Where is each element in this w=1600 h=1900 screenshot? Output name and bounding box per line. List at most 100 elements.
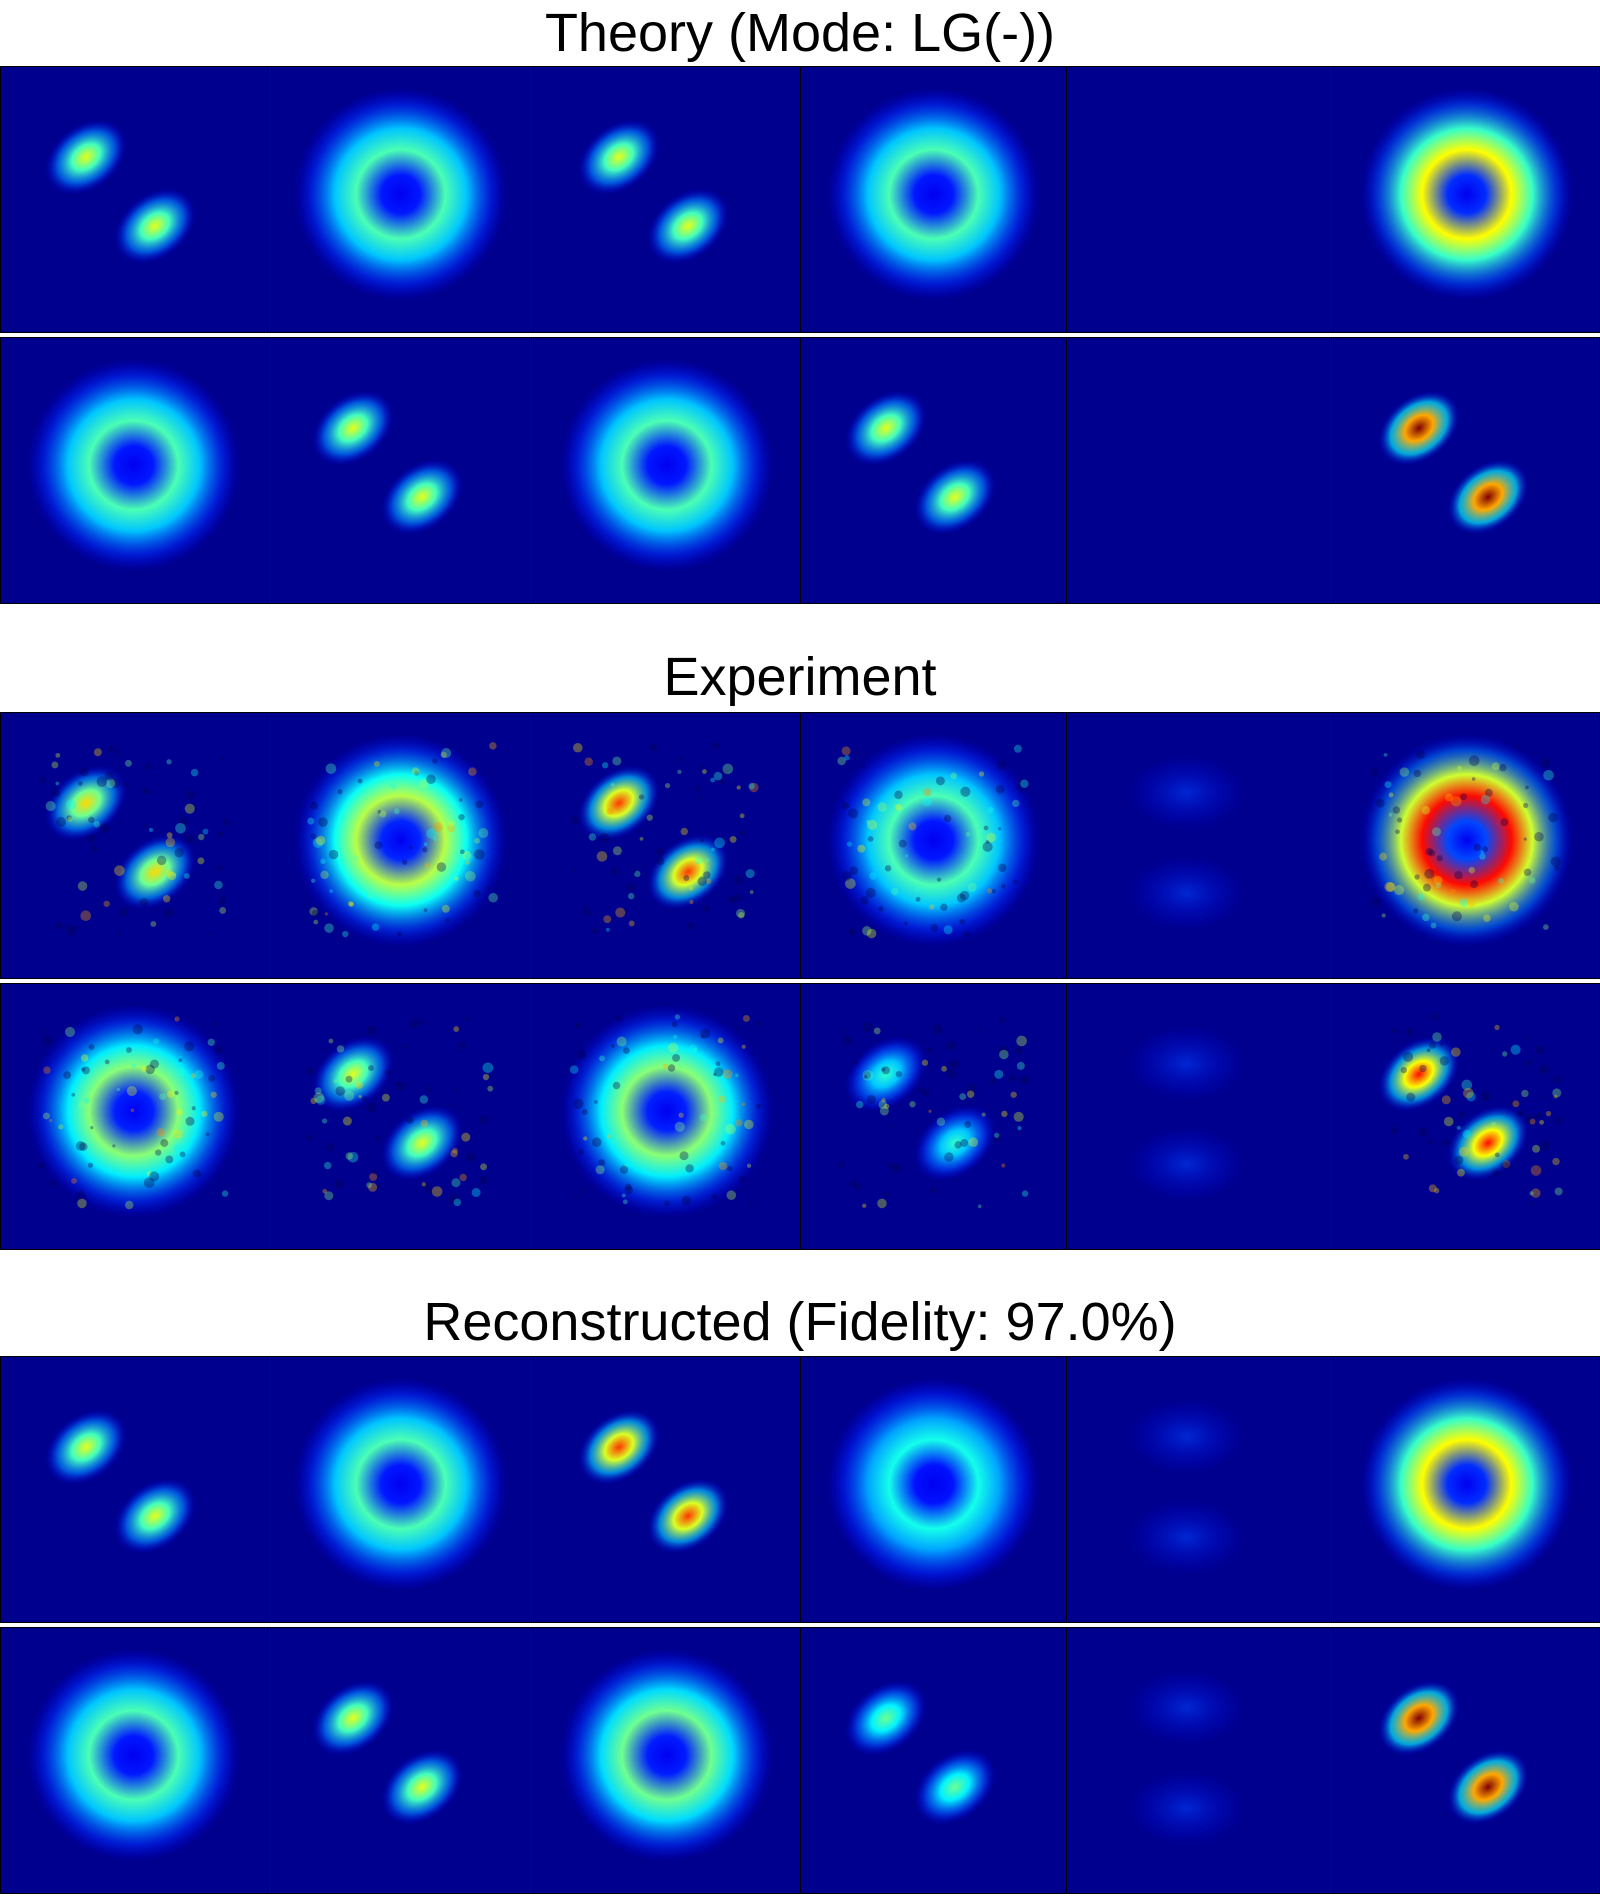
intensity-lobe-2 (647, 834, 729, 910)
reconstructed-row-1-panel-2 (267, 1357, 534, 1622)
faint-lobe-1 (1128, 1399, 1245, 1474)
intensity-ring (27, 359, 240, 572)
theory-row-1-panel-1 (1, 67, 268, 332)
intensity-lobe-1 (45, 1409, 127, 1485)
reconstructed-row-1-panel-4 (800, 1357, 1067, 1622)
experiment-row-2-panel-4-image (800, 984, 1066, 1249)
speckle-noise (570, 741, 759, 935)
theory-row-1-panel-3 (534, 67, 801, 332)
intensity-ring (294, 1378, 507, 1591)
speckle-noise (837, 1017, 1029, 1209)
reconstructed-title: Reconstructed (Fidelity: 97.0%) (423, 1292, 1177, 1352)
experiment-title: Experiment (663, 647, 937, 707)
intensity-lobe-2 (1446, 1749, 1529, 1825)
experiment-row-1-panel-2 (267, 713, 534, 978)
intensity-lobe-1 (45, 119, 127, 195)
experiment-row-1-panel-2-image (267, 713, 533, 978)
theory-row-1-panel-2 (267, 67, 534, 332)
speckle-noise (39, 745, 230, 937)
reconstructed-row-2-panel-1 (1, 1628, 268, 1893)
reconstructed-row-2-panel-6 (1333, 1628, 1599, 1893)
faint-lobe-2 (1128, 1127, 1245, 1202)
reconstructed-row-2-panel-2 (267, 1628, 534, 1893)
panel-background (1067, 984, 1333, 1249)
experiment-row-2-panel-3-image (534, 984, 800, 1249)
reconstructed-row-2 (0, 1627, 1600, 1894)
speckle-noise (569, 1014, 763, 1207)
theory-row-2-panel-3 (534, 338, 801, 603)
theory-row-2-panel-1 (1, 338, 268, 603)
panel-background (1, 713, 267, 978)
intensity-ring (1360, 734, 1573, 947)
intensity-lobe-2 (380, 459, 463, 535)
speckle-noise (1370, 745, 1561, 931)
experiment-row-1-panel-4-image (800, 713, 1066, 978)
experiment-row-1-panel-4 (800, 713, 1067, 978)
panel-background (1067, 338, 1333, 603)
reconstructed-row-1-panel-2-image (267, 1357, 533, 1622)
intensity-lobe-2 (913, 459, 996, 535)
theory-row-1-panel-6 (1333, 67, 1599, 332)
experiment-row-2-panel-5 (1067, 984, 1334, 1249)
intensity-lobe-2 (380, 1105, 463, 1181)
intensity-ring (27, 1649, 240, 1862)
speckle-noise (37, 1016, 229, 1210)
faint-lobe-2 (1128, 1500, 1245, 1575)
theory-title: Theory (Mode: LG(-)) (544, 3, 1056, 63)
panel-background (1067, 67, 1333, 332)
reconstructed-row-2-panel-4 (800, 1628, 1067, 1893)
theory-row-2-panel-1-image (1, 338, 267, 603)
theory-row-2-panel-5 (1067, 338, 1334, 603)
reconstructed-row-1-panel-1-image (1, 1357, 267, 1622)
panel-background (800, 1628, 1066, 1893)
experiment-row-2-panel-5-image (1067, 984, 1333, 1249)
experiment-row-1-panel-1 (1, 713, 268, 978)
theory-row-1-panel-3-image (534, 67, 800, 332)
panel-background (1333, 984, 1599, 1249)
intensity-lobe-2 (913, 1105, 996, 1181)
intensity-ring (560, 359, 773, 572)
intensity-lobe-1 (45, 765, 127, 841)
experiment-row-2 (0, 983, 1600, 1250)
theory-row-2-panel-4-image (800, 338, 1066, 603)
theory-row-2-panel-5-image (1067, 338, 1333, 603)
speckle-noise (836, 744, 1029, 939)
reconstructed-row-2-panel-1-image (1, 1628, 267, 1893)
reconstructed-row-2-panel-4-image (800, 1628, 1066, 1893)
reconstructed-row-1-panel-1 (1, 1357, 268, 1622)
intensity-lobe-2 (1446, 1105, 1529, 1181)
theory-row-1 (0, 66, 1600, 333)
intensity-ring (827, 1378, 1040, 1591)
panel-background (1067, 1628, 1333, 1893)
intensity-lobe-2 (380, 1749, 463, 1825)
panel-background (1333, 338, 1599, 603)
theory-row-2-panel-6-image (1333, 338, 1599, 603)
intensity-lobe-1 (1377, 1036, 1460, 1112)
panel-background (267, 1628, 533, 1893)
intensity-lobe-1 (844, 1680, 927, 1756)
faint-lobe-1 (1128, 1670, 1245, 1745)
experiment-row-2-panel-1 (1, 984, 268, 1249)
theory-row-1-panel-5 (1067, 67, 1334, 332)
experiment-row-2-panel-1-image (1, 984, 267, 1249)
reconstructed-row-1-panel-6-image (1333, 1357, 1599, 1622)
faint-lobe-2 (1128, 1771, 1245, 1846)
panel-background (1067, 713, 1333, 978)
intensity-lobe-2 (913, 1749, 996, 1825)
intensity-lobe-1 (844, 390, 927, 466)
intensity-ring (827, 88, 1040, 301)
experiment-row-1-panel-1-image (1, 713, 267, 978)
intensity-ring (560, 1649, 773, 1862)
intensity-lobe-1 (578, 119, 660, 195)
intensity-ring (294, 88, 507, 301)
intensity-lobe-1 (578, 765, 660, 841)
experiment-row-2-panel-3 (534, 984, 801, 1249)
experiment-row-2-panel-2-image (267, 984, 533, 1249)
intensity-lobe-2 (114, 1478, 196, 1554)
reconstructed-row-1-panel-6 (1333, 1357, 1599, 1622)
theory-row-2-panel-6 (1333, 338, 1599, 603)
theory-row-2-panel-4 (800, 338, 1067, 603)
intensity-lobe-2 (114, 834, 196, 910)
experiment-row-1-panel-5 (1067, 713, 1334, 978)
experiment-row-2-panel-2 (267, 984, 534, 1249)
